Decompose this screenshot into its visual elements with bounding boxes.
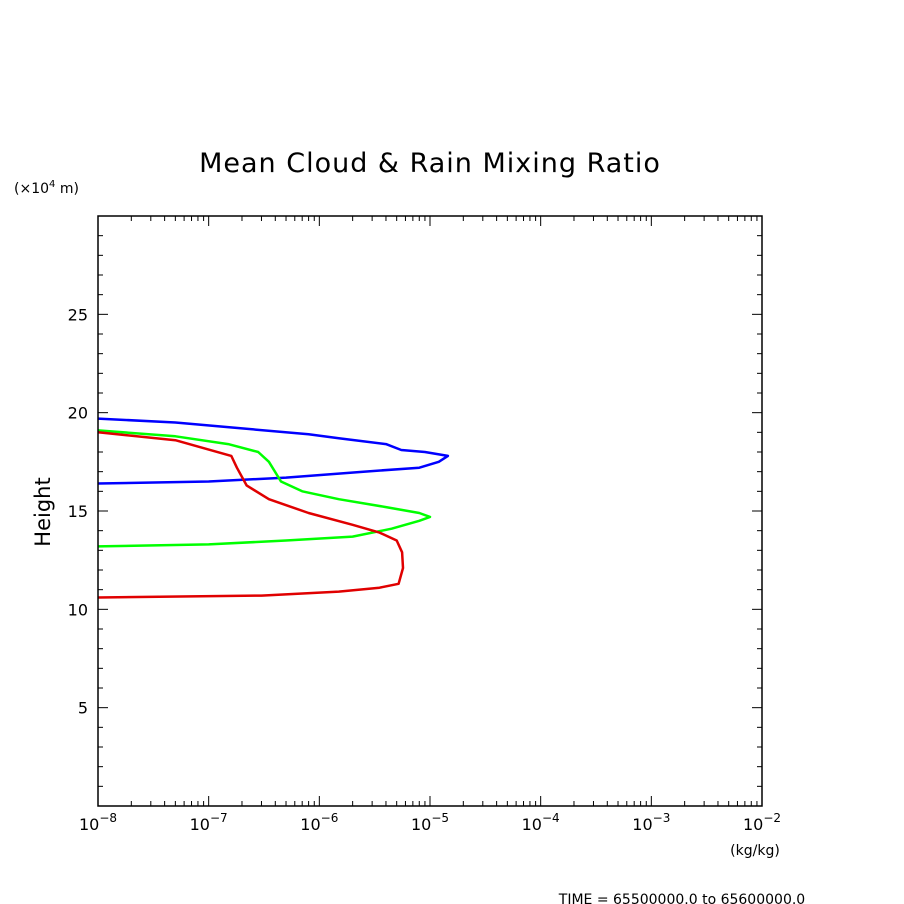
x-tick-label: 10−7 [190, 811, 228, 834]
series-line-2 [97, 429, 432, 548]
y-tick-label: 5 [78, 699, 88, 718]
x-tick-label: 10−6 [300, 811, 338, 834]
series-line-1 [97, 417, 450, 485]
footer-time: TIME = 65500000.0 to 65600000.0 [558, 892, 805, 904]
x-tick-label: 10−3 [632, 811, 670, 834]
x-tick-label: 10−2 [743, 811, 781, 834]
x-tick-label: 10−4 [522, 811, 560, 834]
tick-labels: 10−8 10−7 10−6 10−5 10−4 10−3 10−2 5 10 15 20 25 [68, 305, 781, 834]
chart-title: Mean Cloud & Rain Mixing Ratio [199, 148, 661, 179]
series-layer [97, 417, 450, 599]
y-axis-label: Height [31, 477, 55, 546]
y-tick-label: 25 [68, 305, 88, 324]
axis-ticks [97, 215, 763, 807]
y-tick-label: 20 [68, 404, 88, 423]
y-tick-label: 15 [68, 502, 88, 521]
x-unit-label: (kg/kg) [730, 843, 780, 859]
x-tick-label: 10−5 [411, 811, 449, 834]
y-tick-label: 10 [68, 600, 88, 619]
x-tick-label: 10−8 [79, 811, 117, 834]
series-line-3 [97, 431, 405, 599]
plot-frame [97, 215, 763, 807]
y-unit-label: (×104 m) [14, 179, 79, 197]
